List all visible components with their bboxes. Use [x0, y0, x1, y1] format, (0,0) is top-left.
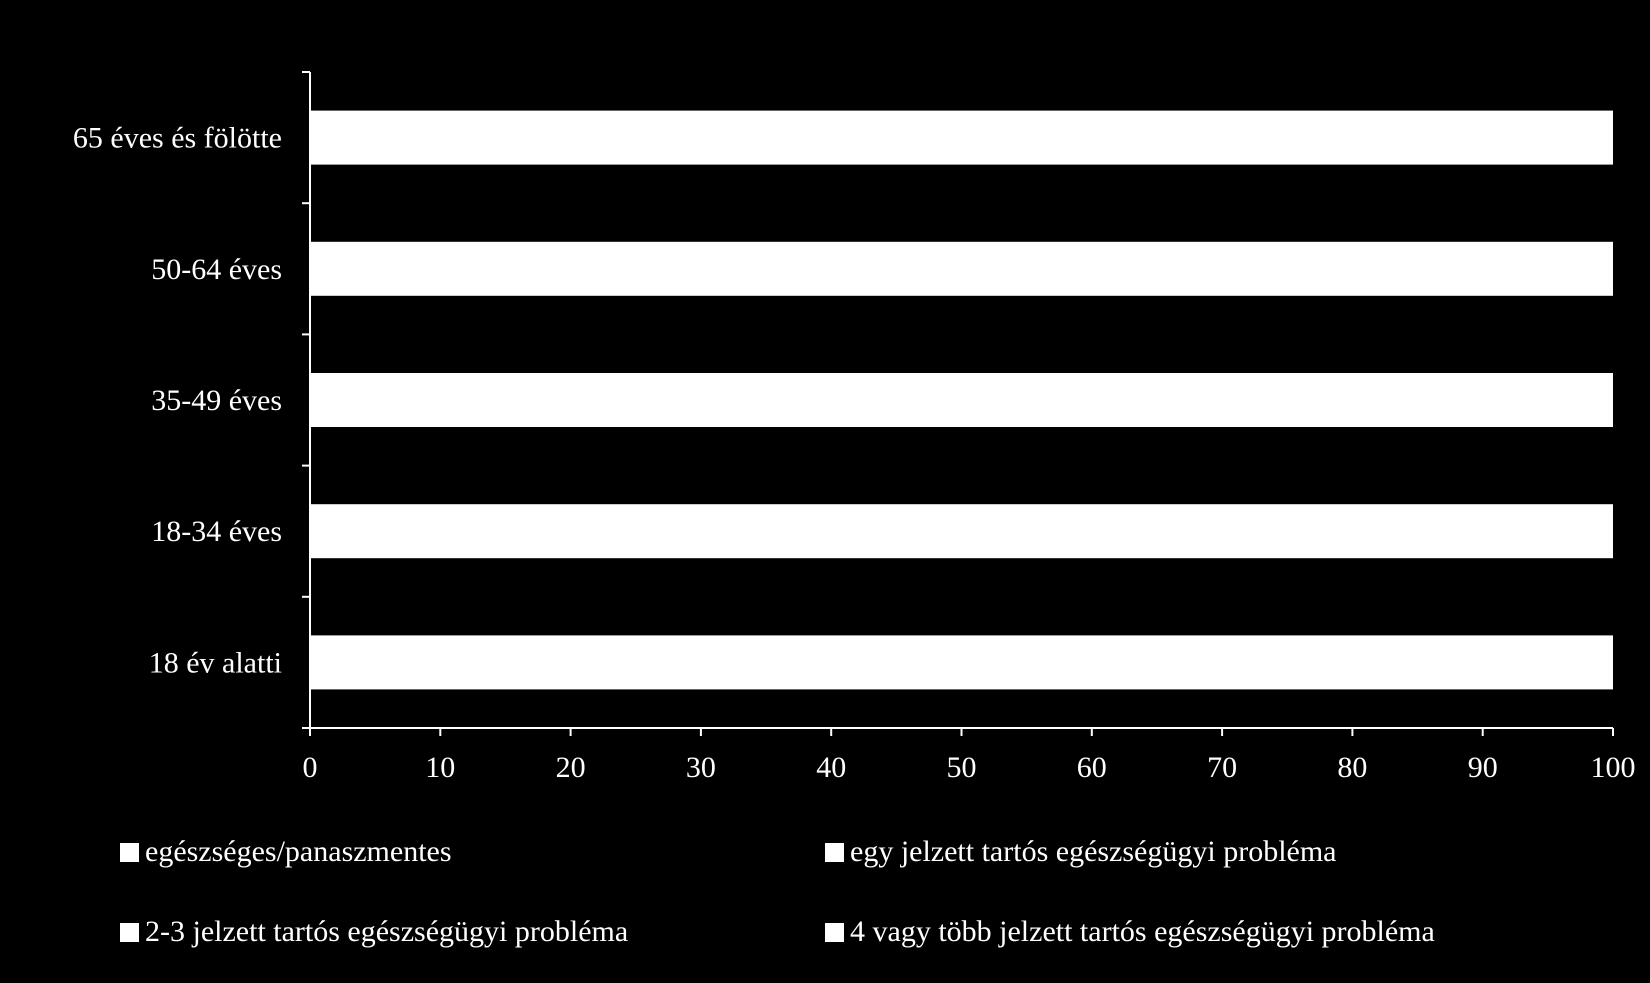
x-tick-label: 20 [556, 751, 586, 784]
bar-1-row-5 [310, 635, 1613, 690]
x-tick-label: 90 [1468, 751, 1498, 784]
x-tick-label: 50 [947, 751, 977, 784]
labels-layer: 65 éves és fölötte 50-64 éves 35-49 éves 18… [73, 122, 1636, 784]
x-tick-label: 70 [1207, 751, 1237, 784]
x-tick-label: 40 [816, 751, 846, 784]
bar-1-row-2 [310, 241, 1613, 296]
category-label: 18-34 éves [151, 515, 282, 548]
x-tick-label: 100 [1591, 751, 1636, 784]
bar-1-row-1 [310, 110, 1613, 165]
x-tick-label: 80 [1337, 751, 1367, 784]
x-tick-label: 10 [425, 751, 455, 784]
bar-1-row-4 [310, 504, 1613, 559]
axis-layer [302, 71, 1614, 736]
bar-1-row-3 [310, 373, 1613, 427]
category-label: 65 éves és fölötte [73, 122, 282, 155]
category-label: 18 év alatti [149, 646, 282, 679]
x-tick-label: 0 [303, 751, 318, 784]
category-label: 35-49 éves [151, 384, 282, 417]
bars-layer [310, 110, 1613, 690]
x-tick-label: 30 [686, 751, 716, 784]
category-label: 50-64 éves [151, 253, 282, 286]
x-tick-label: 60 [1077, 751, 1107, 784]
